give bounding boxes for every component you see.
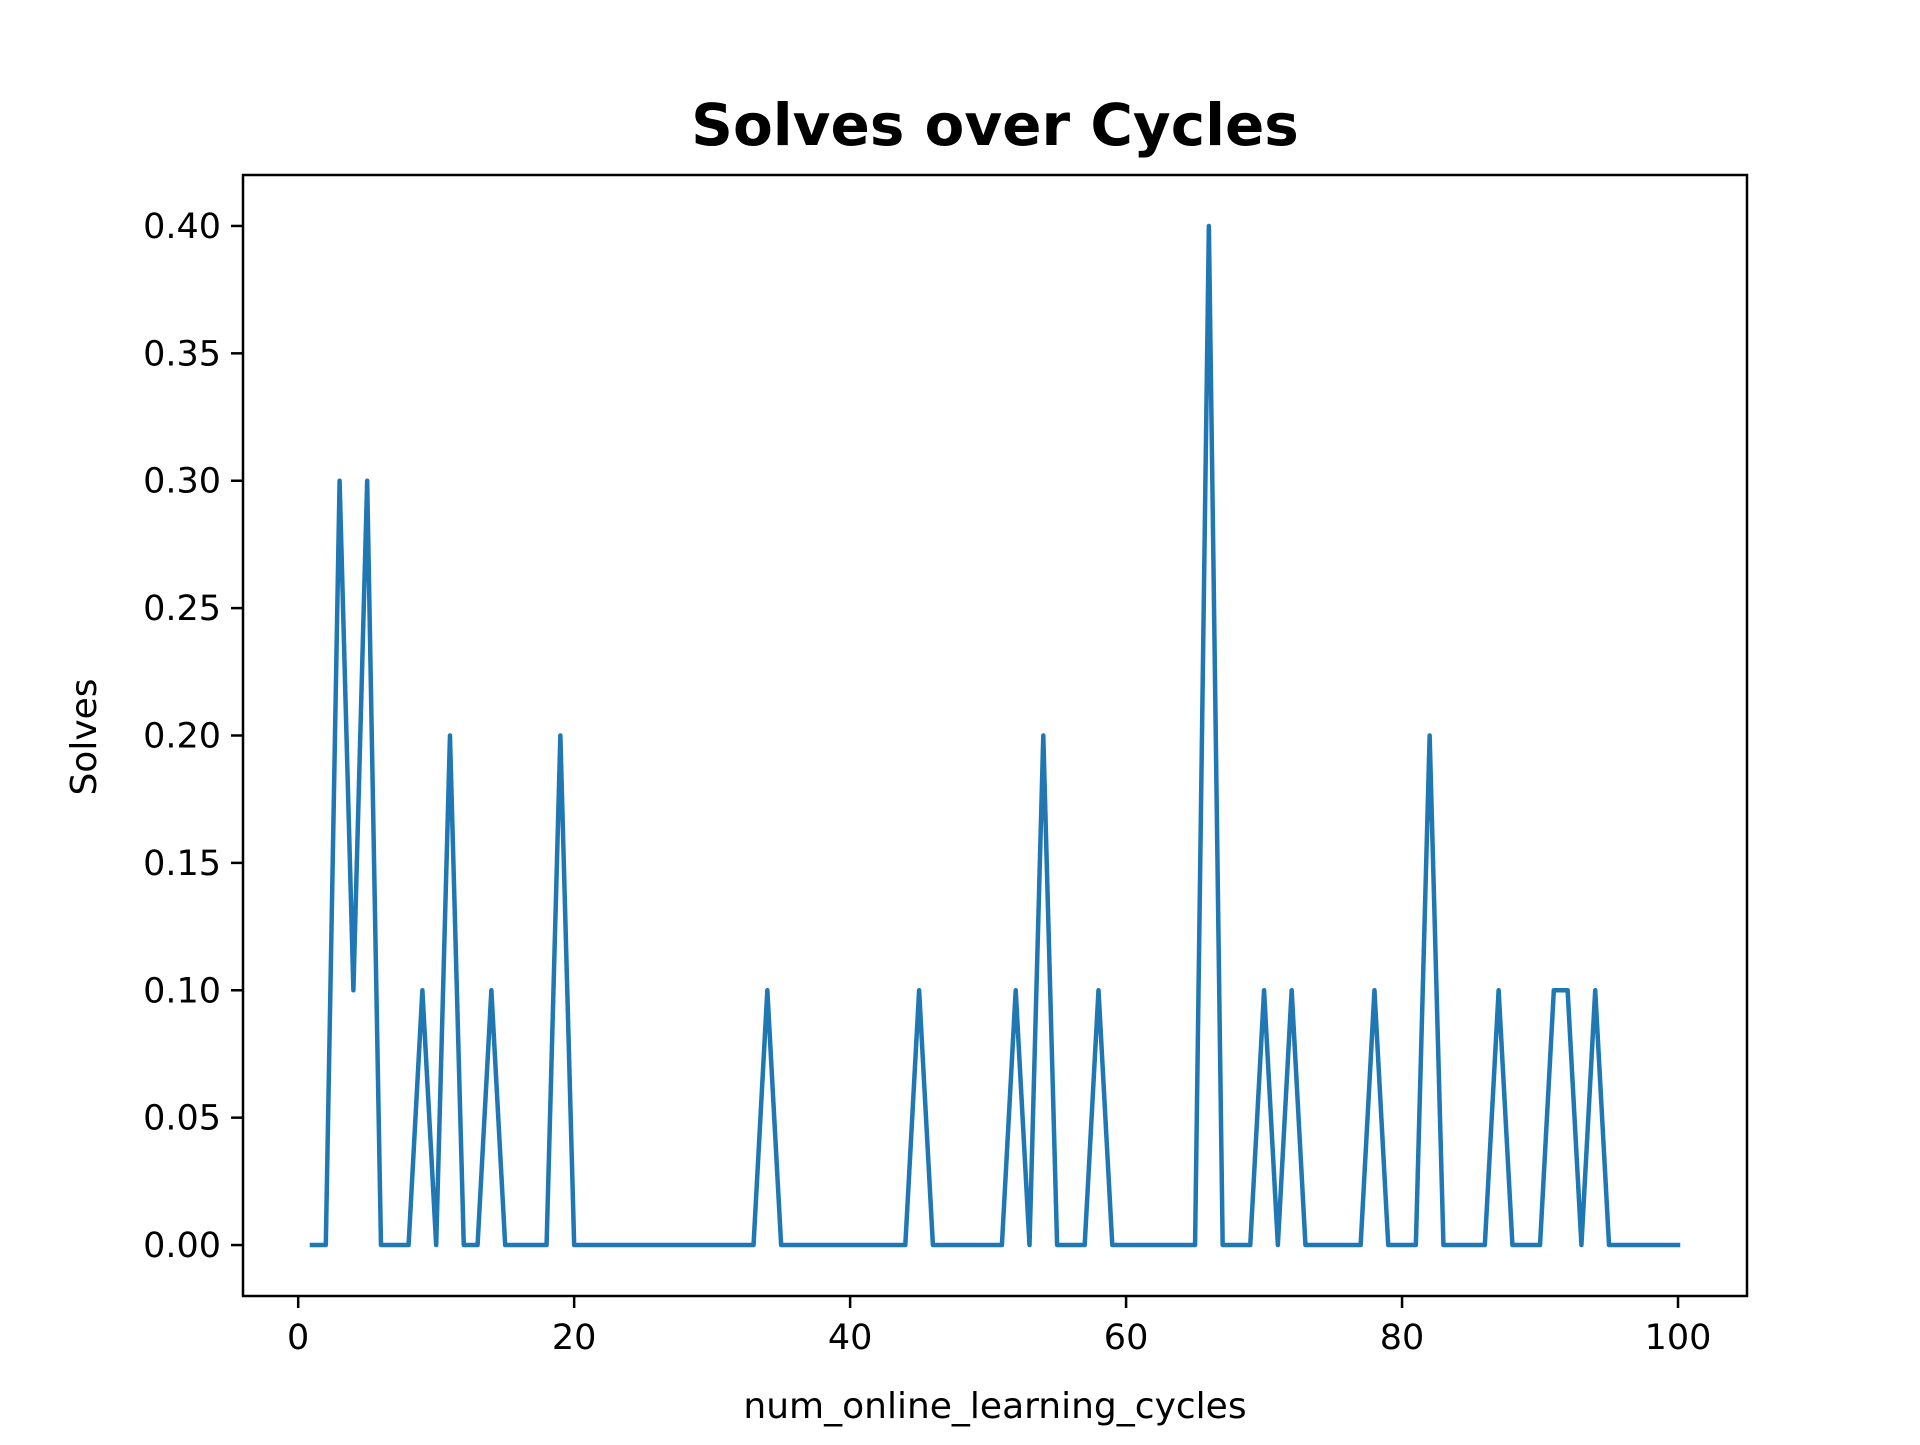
y-tick-label: 0.10 [143, 971, 221, 1011]
x-tick-label: 80 [1380, 1318, 1425, 1358]
y-tick-label: 0.20 [143, 717, 221, 757]
y-tick-label: 0.25 [143, 589, 221, 629]
x-axis-label: num_online_learning_cycles [743, 1386, 1246, 1427]
y-axis-label: Solves [64, 678, 105, 795]
x-tick-label: 60 [1104, 1318, 1149, 1358]
y-tick-label: 0.40 [143, 207, 221, 247]
y-tick-label: 0.35 [143, 334, 221, 374]
x-tick-label: 40 [828, 1318, 873, 1358]
y-tick-label: 0.30 [143, 462, 221, 502]
y-tick-label: 0.05 [143, 1099, 221, 1139]
y-tick-label: 0.00 [143, 1226, 221, 1266]
plot-frame [241, 173, 1749, 1298]
plot-area [241, 173, 1749, 1298]
x-tick-label: 0 [287, 1318, 309, 1358]
x-tick-label: 20 [552, 1318, 597, 1358]
axis-ticks: 0 20 40 60 80 100 0.00 0.05 0.10 0.15 0.20 0.25 0.30… [143, 207, 1711, 1358]
x-tick-label: 100 [1645, 1318, 1712, 1358]
series-line [309, 223, 1681, 1248]
chart-title: Solves over Cycles [691, 91, 1299, 159]
y-tick-label: 0.15 [143, 844, 221, 884]
